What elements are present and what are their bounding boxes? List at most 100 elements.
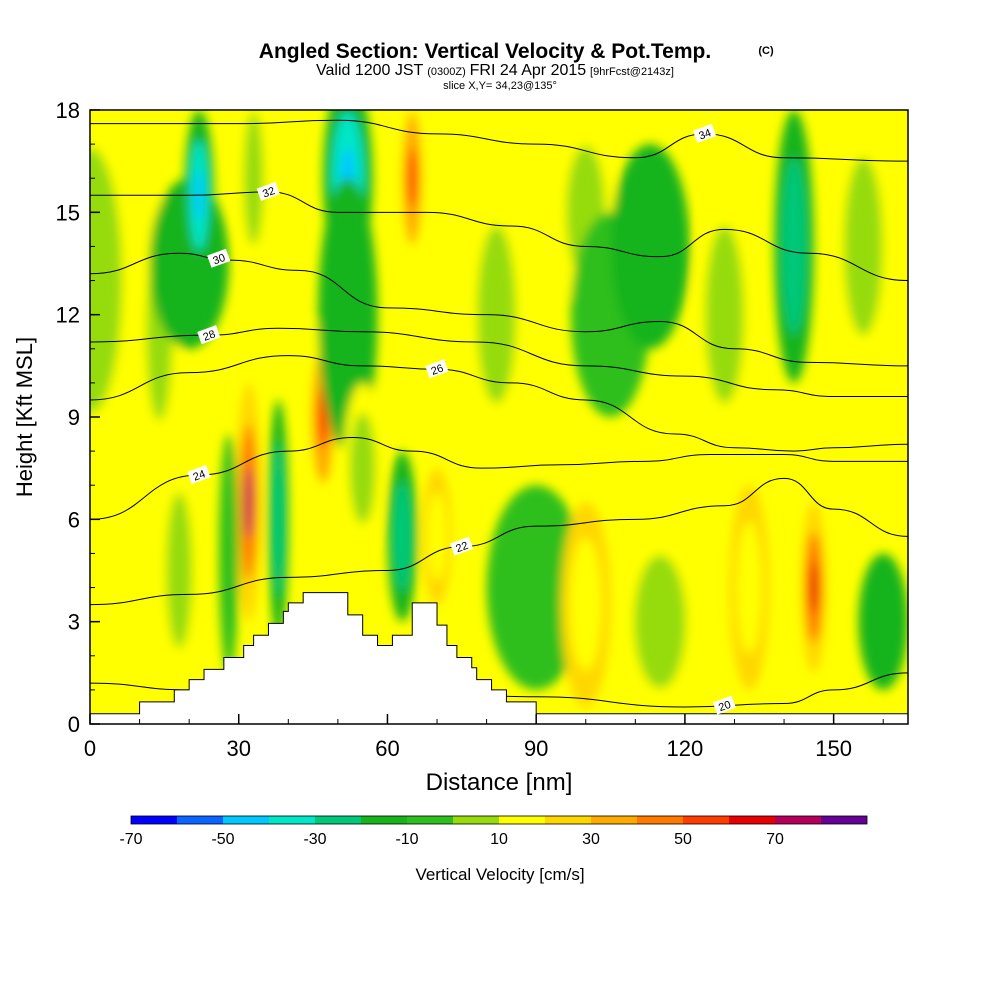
y-tick-label: 0 <box>68 712 80 737</box>
colorbar-tick-label: -50 <box>211 831 234 848</box>
valid-time-line: Valid 1200 JST (0300Z) FRI 24 Apr 2015 [… <box>316 62 674 79</box>
chart-title-unit: (C) <box>758 45 774 57</box>
isentrope-label-box <box>187 464 211 485</box>
isentrope-label: 26 <box>425 359 449 379</box>
colorbar-swatch <box>775 816 821 824</box>
colorbar-swatch <box>545 816 591 824</box>
x-axis: 0 30 60 90 120 150 <box>84 714 884 761</box>
y-tick-label: 9 <box>68 405 80 430</box>
y-tick-label: 6 <box>68 507 80 532</box>
y-tick-label: 3 <box>68 610 80 635</box>
isentrope-line <box>90 119 908 162</box>
isentrope-line <box>90 327 908 398</box>
x-tick-label: 60 <box>375 736 399 761</box>
chart-title: Angled Section: Vertical Velocity & Pot.… <box>259 40 711 63</box>
isentrope-label: 20 <box>712 695 737 715</box>
isentrope-label-box <box>256 181 280 201</box>
isentrope-labels: 20 22 24 26 28 30 32 34 <box>187 123 737 715</box>
colorbar-tick-label: 30 <box>582 831 600 848</box>
colorbar: -70 -50 -30 -10 10 30 50 70 <box>119 815 868 848</box>
colorbar-swatch <box>683 816 729 824</box>
valid-time-date: FRI 24 Apr 2015 <box>470 62 587 79</box>
plot-area <box>90 110 908 724</box>
velocity-cell <box>736 521 763 655</box>
velocity-cell <box>244 466 253 539</box>
velocity-cell <box>349 412 376 524</box>
isentrope-label-text: 32 <box>261 185 277 200</box>
velocity-cell <box>328 225 368 404</box>
isentrope-label-box <box>712 695 737 715</box>
velocity-cell <box>844 157 883 336</box>
x-axis-label: Distance [nm] <box>426 769 573 796</box>
x-tick-label: 150 <box>815 736 852 761</box>
isentrope-label-box <box>692 123 717 143</box>
colorbar-swatch <box>591 816 637 824</box>
valid-time-prefix: Valid 1200 JST <box>316 62 424 79</box>
isentrope-line <box>90 436 908 520</box>
velocity-cell <box>503 521 569 655</box>
velocity-cell <box>243 111 264 245</box>
colorbar-swatch <box>407 816 453 824</box>
velocity-cell <box>634 555 686 689</box>
velocity-cell <box>788 205 800 288</box>
colorbar-swatch <box>315 816 361 824</box>
y-tick-label: 18 <box>56 98 80 123</box>
slice-info: slice X,Y= 34,23@135° <box>443 80 557 92</box>
isentrope-label: 34 <box>692 123 717 143</box>
velocity-cell <box>569 538 602 672</box>
isentrope-label-box <box>207 248 231 268</box>
colorbar-tick-label: 70 <box>766 831 784 848</box>
velocity-cell <box>166 492 193 649</box>
isentrope-label-text: 30 <box>211 252 227 267</box>
velocity-cell <box>397 510 407 562</box>
velocity-field <box>90 110 908 724</box>
colorbar-swatch <box>223 816 269 824</box>
colorbar-frame <box>130 815 868 825</box>
x-tick-label: 0 <box>84 736 96 761</box>
velocity-cell <box>867 577 900 667</box>
colorbar-swatch <box>177 816 223 824</box>
y-tick-label: 12 <box>56 303 80 328</box>
isentrope-label: 28 <box>197 325 221 345</box>
colorbar-tick-label: -10 <box>395 831 418 848</box>
terrain-mask <box>90 592 908 724</box>
isentrope-label-text: 24 <box>192 468 208 483</box>
y-axis-label: Height [Kft MSL] <box>12 337 37 497</box>
y-tick-label: 15 <box>56 200 80 225</box>
isentrope-label: 22 <box>450 536 474 556</box>
velocity-cell <box>427 492 447 581</box>
velocity-cell <box>222 475 236 632</box>
isentrope-label-text: 22 <box>454 540 470 555</box>
isentrope-label-box <box>450 536 474 556</box>
velocity-cell <box>275 483 282 556</box>
isentrope-line <box>90 355 908 452</box>
isentrope-label-text: 26 <box>430 362 446 377</box>
colorbar-tick-label: 10 <box>490 831 508 848</box>
valid-time-forecast: [9hrFcst@2143z] <box>590 66 674 78</box>
isentrope-label-box <box>197 325 221 345</box>
colorbar-tick-label: -30 <box>303 831 326 848</box>
isentrope-line <box>90 191 908 282</box>
colorbar-swatch <box>453 816 499 824</box>
colorbar-swatch <box>361 816 407 824</box>
y-axis: 0 3 6 9 12 15 18 <box>56 98 100 737</box>
x-tick-label: 90 <box>524 736 548 761</box>
velocity-cell <box>407 147 417 209</box>
valid-time-zulu: (0300Z) <box>427 66 466 78</box>
colorbar-swatch <box>499 816 545 824</box>
colorbar-tick-label: 50 <box>674 831 692 848</box>
isentrope-label: 32 <box>256 181 280 201</box>
isentrope-label: 24 <box>187 464 211 485</box>
isentrope-label-box <box>425 359 449 379</box>
colorbar-swatch <box>729 816 775 824</box>
velocity-cell <box>624 179 676 313</box>
x-tick-label: 30 <box>226 736 250 761</box>
velocity-cell <box>810 561 818 614</box>
colorbar-swatch <box>821 816 867 824</box>
velocity-cell <box>705 225 744 404</box>
isentrope-label-text: 34 <box>697 127 713 142</box>
isentrope-label-text: 20 <box>717 699 733 714</box>
isentrope-label: 30 <box>207 248 231 268</box>
isentrope-label-text: 28 <box>202 328 218 343</box>
